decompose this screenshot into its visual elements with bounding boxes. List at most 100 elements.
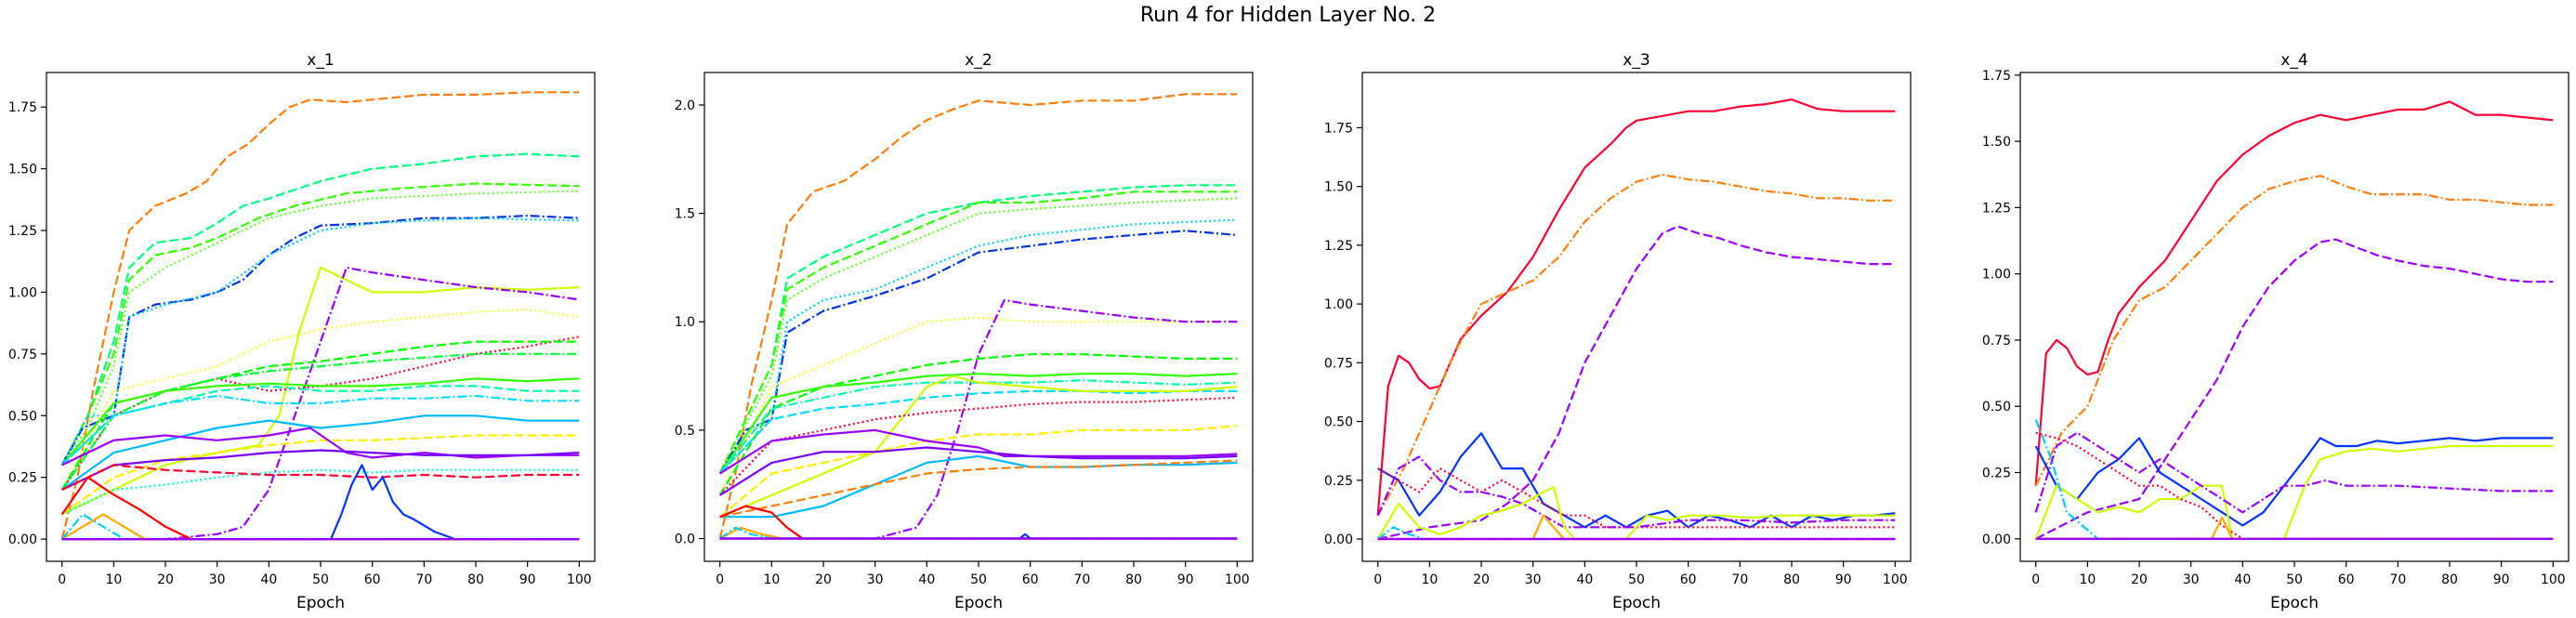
x-tick-label: 70: [1073, 572, 1090, 587]
subplot-title: x_1: [307, 51, 334, 70]
y-tick-label: 1.75: [1324, 121, 1353, 136]
x-tick-label: 10: [2079, 572, 2096, 587]
x-tick-label: 60: [1022, 572, 1039, 587]
series-line-5: [2034, 444, 2554, 540]
series-line-7: [1376, 486, 1896, 541]
y-tick-label: 1.50: [1324, 180, 1353, 195]
y-tick-label: 0.25: [8, 471, 37, 486]
subplot-title: x_2: [965, 51, 992, 70]
x-tick-label: 10: [763, 572, 780, 587]
series-line-1: [2034, 100, 2554, 486]
series-line-17: [61, 434, 580, 516]
y-tick-label: 0.75: [1982, 334, 2011, 348]
series-group: [1376, 99, 1896, 541]
y-tick-label: 0.50: [8, 409, 37, 424]
figure-suptitle: Run 4 for Hidden Layer No. 2: [1139, 4, 1437, 27]
x-tick-label: 30: [209, 572, 226, 587]
y-tick-label: 0.5: [675, 424, 695, 439]
series-line-4: [60, 190, 580, 467]
x-tick-label: 100: [1225, 572, 1250, 587]
y-tick-label: 1.75: [8, 100, 37, 115]
x-tick-label: 0: [2031, 572, 2040, 587]
series-line-9: [718, 353, 1238, 496]
y-tick-label: 1.0: [675, 315, 695, 330]
series-group: [60, 91, 580, 541]
series-line-4: [1377, 432, 1896, 529]
series-line-18: [719, 454, 1238, 519]
series-line-15: [60, 394, 580, 467]
series-line-1: [60, 91, 580, 540]
series-group: [718, 93, 1238, 540]
x-tick-label: 70: [415, 572, 432, 587]
x-axis-label: Epoch: [2270, 594, 2319, 612]
subplot-1: 0 10 20 30 40 50 60 70 80 90 100 0.00 0.25 0.50 0.75 1.…: [8, 51, 596, 612]
series-line-1: [718, 93, 1238, 539]
y-tick-label: 0.75: [1324, 356, 1353, 371]
series-line-11: [718, 379, 1238, 475]
y-tick-label: 1.25: [8, 224, 37, 239]
series-line-23: [61, 513, 580, 541]
series-line-19: [719, 459, 1238, 519]
x-tick-label: 70: [2389, 572, 2406, 587]
series-group: [2034, 100, 2554, 540]
y-tick-label: 0.00: [8, 533, 37, 547]
series-line-8: [2035, 516, 2554, 540]
series-line-5: [1377, 467, 1896, 529]
series-line-21: [61, 464, 580, 491]
x-tick-label: 10: [1421, 572, 1438, 587]
x-axis-label: Epoch: [954, 594, 1003, 612]
series-line-17: [719, 446, 1238, 496]
series-line-7: [61, 266, 580, 516]
series-line-22: [60, 476, 580, 541]
series-line-13: [60, 377, 580, 467]
x-tick-label: 40: [260, 572, 277, 587]
y-tick-label: 1.00: [1982, 268, 2011, 283]
series-line-2: [2034, 175, 2554, 487]
x-tick-label: 90: [1835, 572, 1852, 587]
series-line-1: [1376, 99, 1896, 516]
x-tick-label: 40: [1576, 572, 1593, 587]
x-tick-label: 90: [519, 572, 536, 587]
y-tick-label: 0.00: [1324, 533, 1353, 547]
y-tick-label: 0.25: [1982, 466, 2011, 480]
series-line-20: [61, 468, 580, 516]
series-line-3: [60, 182, 580, 466]
series-line-2: [60, 152, 580, 466]
series-line-5: [718, 230, 1238, 475]
series-line-25: [60, 513, 580, 541]
x-tick-label: 80: [1783, 572, 1800, 587]
series-line-2: [1376, 173, 1896, 517]
y-tick-label: 1.00: [1324, 297, 1353, 312]
x-tick-label: 50: [970, 572, 987, 587]
series-line-3: [718, 191, 1238, 474]
x-tick-label: 20: [157, 572, 174, 587]
axes-frame: [1361, 72, 1912, 562]
series-line-13: [719, 375, 1238, 519]
x-tick-label: 70: [1731, 572, 1748, 587]
x-tick-label: 10: [105, 572, 122, 587]
y-tick-label: 0.00: [1982, 533, 2011, 547]
x-tick-label: 40: [918, 572, 935, 587]
x-tick-label: 80: [467, 572, 484, 587]
y-tick-label: 1.25: [1324, 239, 1353, 254]
x-tick-label: 60: [364, 572, 381, 587]
x-tick-label: 80: [2441, 572, 2458, 587]
series-line-3: [1377, 225, 1896, 541]
y-tick-label: 0.75: [8, 348, 37, 362]
subplot-2: 0 10 20 30 40 50 60 70 80 90 100 0.0 0.5 1.0 1.5 2.0 x_2…: [675, 51, 1254, 612]
x-tick-label: 30: [1525, 572, 1542, 587]
x-tick-label: 20: [2131, 572, 2148, 587]
x-tick-label: 20: [1473, 572, 1490, 587]
x-tick-label: 30: [867, 572, 884, 587]
y-tick-label: 1.75: [1982, 69, 2011, 84]
series-line-4: [718, 197, 1238, 475]
series-line-12: [60, 352, 580, 491]
x-axis-label: Epoch: [1612, 594, 1661, 612]
x-tick-label: 60: [1680, 572, 1697, 587]
series-line-8: [719, 298, 1238, 540]
subplot-4: 0 10 20 30 40 50 60 70 80 90 100 0.00 0.25 0.50 0.75 1.…: [1982, 51, 2569, 612]
x-tick-label: 50: [312, 572, 329, 587]
series-line-19: [61, 449, 580, 491]
y-tick-label: 1.25: [1982, 201, 2011, 216]
